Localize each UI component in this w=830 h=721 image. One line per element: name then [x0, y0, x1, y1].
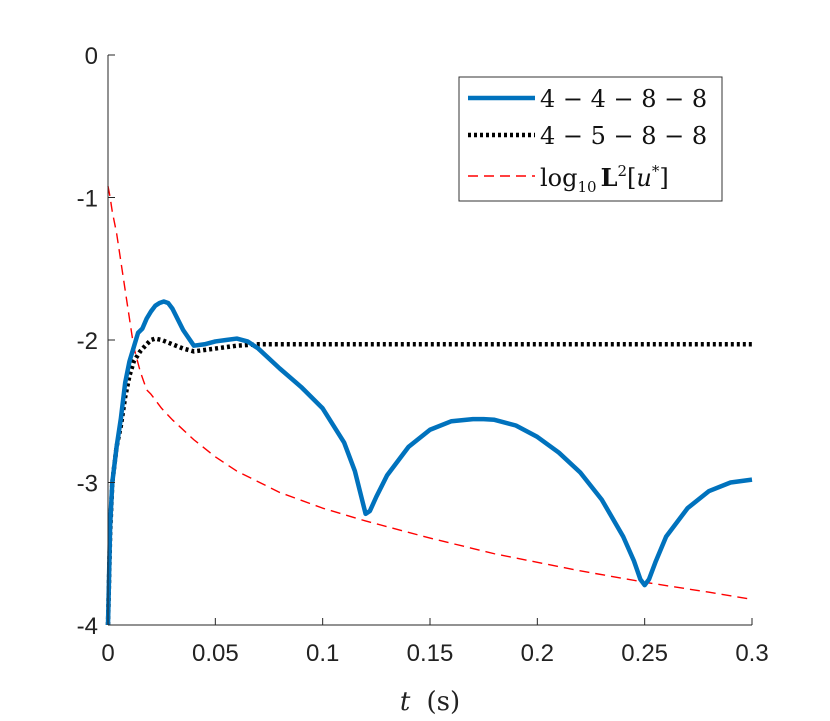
x-tick-labels: 0 0.05 0.1 0.15 0.2 0.25 0.3 — [101, 640, 768, 667]
y-tick-label: -3 — [77, 471, 98, 498]
x-axis-label-var: t — [400, 687, 411, 717]
series-line-1 — [105, 299, 753, 626]
x-tick-label: 0.1 — [306, 640, 339, 667]
x-tick-label: 0.3 — [735, 640, 768, 667]
legend: 4 − 4 − 8 − 8 4 − 5 − 8 − 8 log10 L2[u*] — [458, 76, 723, 202]
x-tick-label: 0 — [101, 640, 114, 667]
legend-label-series-2: 4 − 5 − 8 − 8 — [540, 122, 707, 150]
x-axis-label: t (s) — [400, 687, 460, 717]
x-axis-label-unit: (s) — [427, 687, 461, 717]
x-tick-label: 0.05 — [192, 640, 239, 667]
y-tick-label: 0 — [85, 43, 98, 70]
y-tick-labels: 0 -1 -2 -3 -4 — [77, 43, 98, 640]
y-tick-label: -4 — [77, 613, 98, 640]
legend-label-series-3: log10 L2[u*] — [540, 162, 669, 196]
y-tick-label: -1 — [77, 186, 98, 213]
series-line-3 — [107, 185, 753, 601]
plot-area — [105, 185, 753, 626]
x-tick-label: 0.25 — [621, 640, 668, 667]
x-tick-label: 0.15 — [407, 640, 454, 667]
y-tick-label: -2 — [77, 328, 98, 355]
legend-label-series-1: 4 − 4 − 8 − 8 — [540, 85, 707, 113]
x-tick-label: 0.2 — [521, 640, 554, 667]
axes — [107, 54, 753, 626]
